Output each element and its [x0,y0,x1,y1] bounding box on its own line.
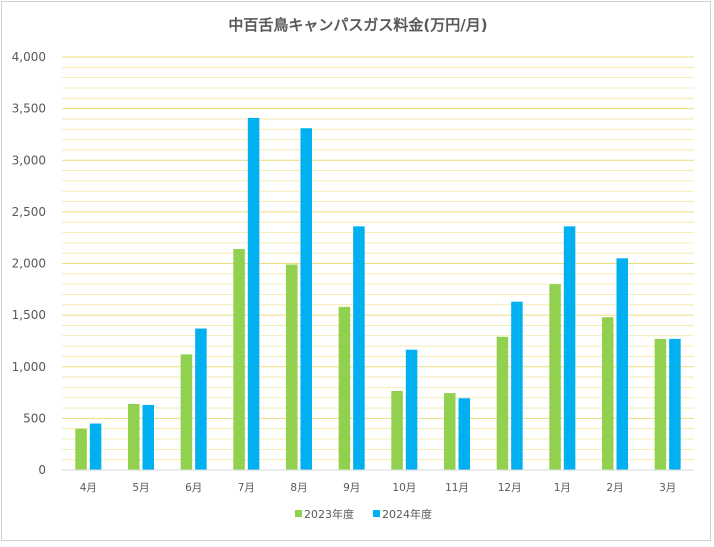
x-tick-label: 12月 [498,482,522,494]
y-tick-label: 2,500 [12,205,46,219]
bar-2024年度-2月 [616,258,628,470]
x-tick-label: 7月 [238,482,255,494]
y-tick-label: 3,500 [12,102,46,116]
bar-2023年度-6月 [180,354,193,470]
legend-label: 2023年度 [304,507,354,521]
bar-2024年度-6月 [195,328,207,470]
chart-title: 中百舌鳥キャンパスガス料金(万円/月) [228,16,487,34]
x-tick-label: 4月 [80,482,97,494]
bar-2024年度-3月 [669,338,681,470]
y-axis: 0 500 1,000 1,500 2,000 2,500 3,000 3,500 4,000 [12,50,46,477]
bars [75,117,681,470]
bar-2024年度-10月 [405,349,418,470]
legend-swatch [295,510,302,517]
bar-2024年度-4月 [89,423,102,470]
y-tick-label: 2,000 [12,257,46,271]
gridlines [62,56,694,461]
x-tick-label: 11月 [445,482,469,494]
bar-2023年度-10月 [391,391,403,470]
bar-2023年度-7月 [233,249,245,470]
x-axis: 4月 5月 6月 7月 8月 9月 10月 11月 12月 1月 2月 3月 [62,469,694,494]
bar-2023年度-2月 [602,317,614,470]
x-tick-label: 1月 [554,482,571,494]
bar-2024年度-5月 [142,404,154,470]
legend: 2023年度 2024年度 [295,507,432,521]
x-tick-label: 10月 [392,482,416,494]
bar-2023年度-9月 [338,306,351,470]
y-tick-label: 1,000 [12,360,46,374]
bar-2023年度-4月 [75,428,87,470]
bar-2024年度-1月 [563,226,576,470]
bar-2023年度-5月 [128,403,140,470]
bar-2023年度-8月 [286,264,298,470]
bar-2023年度-3月 [654,338,667,470]
bar-2024年度-8月 [300,128,312,470]
x-tick-label: 5月 [132,482,149,494]
y-tick-label: 0 [38,463,46,477]
x-tick-label: 3月 [659,482,676,494]
y-tick-label: 3,000 [12,153,46,167]
bar-2023年度-12月 [496,336,509,470]
bar-2023年度-1月 [549,284,561,470]
legend-label: 2024年度 [382,507,432,521]
bar-2024年度-12月 [511,301,523,470]
x-tick-label: 8月 [290,482,307,494]
bar-2024年度-9月 [353,226,365,470]
y-tick-label: 4,000 [12,50,46,64]
x-tick-label: 6月 [185,482,202,494]
legend-swatch [373,510,380,517]
bar-2024年度-7月 [247,117,260,470]
y-tick-label: 1,500 [12,308,46,322]
x-tick-label: 2月 [606,482,623,494]
x-tick-label: 9月 [343,482,360,494]
bar-2023年度-11月 [444,393,456,470]
bar-2024年度-11月 [458,398,470,470]
y-tick-label: 500 [23,411,46,425]
